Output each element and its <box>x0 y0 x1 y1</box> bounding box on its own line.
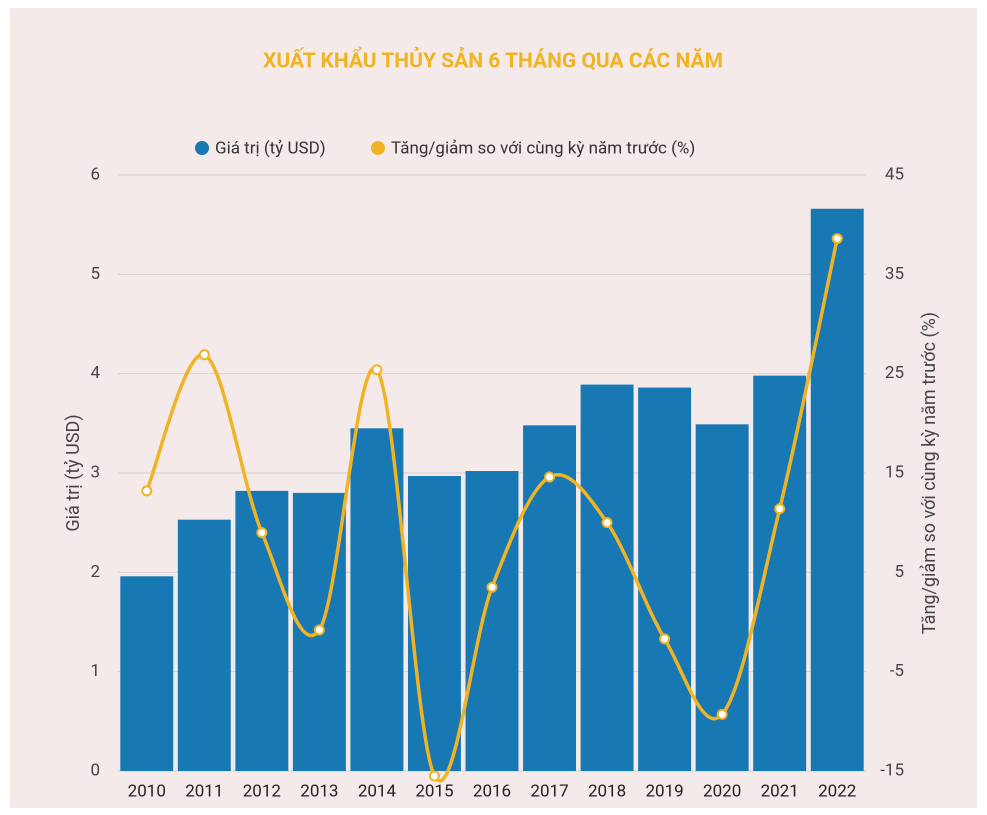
y2-tick-label: 5 <box>894 562 904 582</box>
y-tick-label: 1 <box>90 661 100 681</box>
legend-marker <box>195 141 209 155</box>
bar <box>178 520 231 771</box>
y2-tick-label: 45 <box>885 164 904 184</box>
y2-tick-label: 35 <box>885 264 904 284</box>
y2-tick-label: 25 <box>885 363 904 383</box>
bar <box>120 576 173 771</box>
line-point <box>718 710 727 719</box>
y-tick-label: 4 <box>90 363 100 383</box>
legend-marker <box>371 141 385 155</box>
y-tick-label: 5 <box>90 264 100 284</box>
y2-tick-label: -5 <box>890 661 904 681</box>
chart-title: XUẤT KHẨU THỦY SẢN 6 THÁNG QUA CÁC NĂM <box>263 47 723 74</box>
line-point <box>775 504 784 513</box>
x-tick-label: 2013 <box>300 781 338 801</box>
line-point <box>833 234 842 243</box>
x-tick-label: 2012 <box>243 781 281 801</box>
line-point <box>142 486 151 495</box>
x-tick-label: 2015 <box>415 781 453 801</box>
y-tick-label: 2 <box>90 562 100 582</box>
line-point <box>545 472 554 481</box>
bar <box>638 388 691 771</box>
x-tick-label: 2014 <box>358 781 397 801</box>
line-point <box>200 350 209 359</box>
line-point <box>430 771 439 780</box>
line-point <box>603 518 612 527</box>
page: XUẤT KHẨU THỦY SẢN 6 THÁNG QUA CÁC NĂM G… <box>0 0 987 815</box>
bar <box>408 476 461 771</box>
bar <box>466 471 519 771</box>
chart: XUẤT KHẨU THỦY SẢN 6 THÁNG QUA CÁC NĂM G… <box>0 0 987 815</box>
x-tick-label: 2018 <box>588 781 626 801</box>
line-point <box>660 634 669 643</box>
line-point <box>257 528 266 537</box>
x-tick-label: 2019 <box>646 781 684 801</box>
bar <box>581 385 634 771</box>
y-axis-label: Giá trị (tỷ USD) <box>63 414 84 531</box>
y-tick-label: 0 <box>90 760 100 780</box>
x-tick-label: 2022 <box>818 781 856 801</box>
line-point <box>372 365 381 374</box>
x-tick-label: 2016 <box>473 781 511 801</box>
x-tick-label: 2011 <box>185 781 223 801</box>
bar <box>753 376 806 771</box>
y-tick-label: 6 <box>90 164 100 184</box>
y2-tick-label: 15 <box>885 462 904 482</box>
x-tick-label: 2020 <box>703 781 741 801</box>
y2-axis-label: Tăng/giảm so với cùng kỳ năm trước (%) <box>919 312 940 634</box>
x-tick-label: 2021 <box>761 781 799 801</box>
line-point <box>488 583 497 592</box>
legend-label: Giá trị (tỷ USD) <box>215 138 326 158</box>
y2-tick-label: -15 <box>880 760 904 780</box>
line-point <box>315 625 324 634</box>
legend-label: Tăng/giảm so với cùng kỳ năm trước (%) <box>391 138 695 158</box>
y-tick-label: 3 <box>90 462 100 482</box>
x-tick-label: 2010 <box>128 781 166 801</box>
bar <box>811 209 864 771</box>
x-tick-label: 2017 <box>530 781 568 801</box>
